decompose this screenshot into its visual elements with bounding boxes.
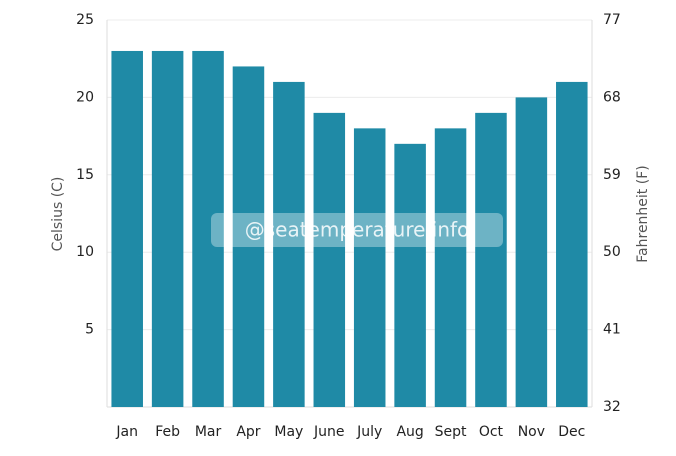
y2-tick-label: 68 — [603, 89, 621, 105]
x-tick-label: Dec — [558, 424, 585, 440]
y-tick-label: 5 — [85, 322, 94, 338]
x-tick-label: June — [313, 424, 345, 440]
watermark-background — [211, 213, 503, 247]
bar — [394, 143, 426, 407]
y-tick-label: 10 — [76, 244, 94, 260]
bar — [475, 112, 507, 407]
watermark: @seatemperature.info — [245, 218, 470, 242]
bar — [556, 81, 588, 408]
x-tick-label: July — [356, 424, 382, 440]
x-tick-label: Oct — [479, 424, 504, 440]
x-tick-label: May — [274, 424, 303, 440]
bar — [192, 50, 224, 408]
x-tick-label: Jan — [115, 424, 138, 440]
bar — [273, 81, 305, 408]
x-tick-label: Mar — [195, 424, 222, 440]
bar — [313, 112, 346, 407]
x-tick-label: Aug — [396, 424, 423, 440]
x-tick-label: Nov — [518, 424, 545, 440]
y2-tick-label: 32 — [603, 399, 621, 415]
y2-tick-label: 41 — [603, 322, 621, 338]
y-axis-title: Celsius (C) — [50, 177, 66, 252]
bar — [111, 50, 143, 408]
y2-tick-label: 77 — [603, 12, 621, 28]
bar — [353, 128, 386, 408]
bar — [434, 128, 467, 408]
y-tick-label: 25 — [76, 12, 94, 28]
y-tick-label: 20 — [76, 89, 94, 105]
x-tick-label: Sept — [435, 424, 467, 440]
x-tick-label: Feb — [155, 424, 180, 440]
y2-tick-label: 50 — [603, 244, 621, 260]
bar — [151, 50, 184, 408]
x-tick-label: Apr — [236, 424, 260, 440]
bar — [232, 66, 265, 407]
y2-axis-title: Fahrenheit (F) — [635, 165, 651, 262]
bar — [515, 97, 548, 408]
y-tick-label: 15 — [76, 167, 94, 183]
y2-tick-label: 59 — [603, 167, 621, 183]
